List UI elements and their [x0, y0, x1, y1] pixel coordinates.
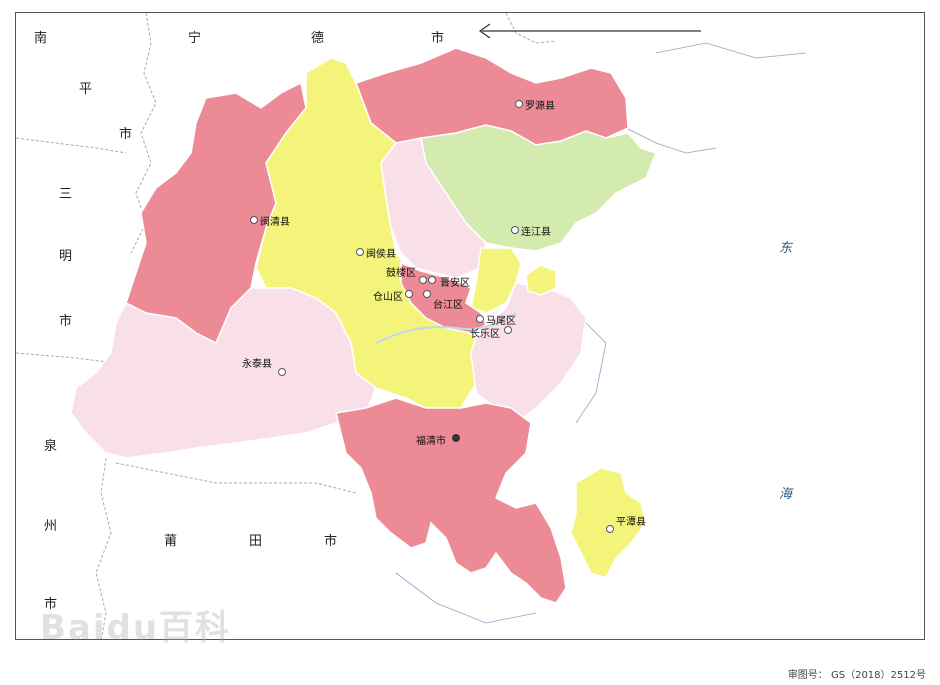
label-nanping-3: 市: [119, 127, 133, 142]
label-ningde-3: 市: [431, 31, 445, 46]
place-gulou: 鼓楼区: [386, 268, 416, 279]
label-sea-2: 海: [779, 487, 793, 502]
seat-marker-cangshan: [405, 290, 413, 298]
place-cangshan: 仓山区: [373, 292, 403, 303]
seat-marker-mawei: [476, 315, 484, 323]
label-quanzhou-1: 泉: [44, 439, 58, 454]
label-nanping-2: 平: [79, 82, 93, 97]
place-taijiang: 台江区: [433, 300, 463, 311]
label-sanming-1: 三: [59, 187, 73, 202]
arrow-icon: [478, 23, 701, 39]
seat-marker-luoyuan: [515, 100, 523, 108]
label-quanzhou-3: 市: [44, 597, 58, 612]
region-mawei-north: [470, 247, 522, 314]
place-mawei: 马尾区: [486, 316, 516, 327]
label-sanming-2: 明: [59, 249, 73, 264]
label-ningde-2: 德: [311, 31, 325, 46]
baidu-watermark: Baidu百科: [40, 608, 232, 648]
region-islet: [525, 264, 557, 296]
label-nanping-1: 南: [34, 31, 48, 46]
seat-marker-jinan: [428, 276, 436, 284]
seat-marker-pingtan: [606, 525, 614, 533]
region-pingtan: [570, 467, 647, 579]
neighbor-boundaries: [16, 13, 557, 639]
label-quanzhou-2: 州: [44, 519, 58, 534]
place-jinan: 晋安区: [440, 278, 470, 289]
place-yongtai: 永泰县: [242, 359, 272, 370]
seat-marker-fuqing: [452, 434, 460, 442]
region-jinan: [380, 137, 487, 279]
river: [375, 312, 517, 344]
place-fuqing: 福清市: [416, 436, 446, 447]
place-pingtan: 平潭县: [616, 517, 646, 528]
label-sea-1: 东: [779, 241, 793, 256]
seat-marker-changle: [504, 326, 512, 334]
seat-marker-minhou: [356, 248, 364, 256]
place-minqing: 闽清县: [260, 217, 290, 228]
place-luoyuan: 罗源县: [525, 101, 555, 112]
coastline: [395, 42, 807, 624]
label-sanming-3: 市: [59, 314, 73, 329]
region-fuqing: [335, 397, 567, 604]
seat-marker-taijiang: [423, 290, 431, 298]
label-ningde-1: 宁: [188, 31, 202, 46]
map-approval-number: 审图号： GS（2018）2512号: [787, 670, 926, 681]
map-frame: 南 平 市 宁 德 市 三 明 市 泉 州 市 莆 田 市 东 海 罗源县 闽清…: [15, 12, 925, 640]
label-putian-3: 市: [324, 534, 338, 549]
label-putian-2: 田: [249, 534, 263, 549]
seat-marker-minqing: [250, 216, 258, 224]
seat-marker-gulou: [419, 276, 427, 284]
seat-marker-lianjiang: [511, 226, 519, 234]
place-lianjiang: 连江县: [521, 227, 551, 238]
place-changle: 长乐区: [470, 329, 500, 340]
seat-marker-yongtai: [278, 368, 286, 376]
place-minhou: 闽侯县: [366, 249, 396, 260]
label-putian-1: 莆: [164, 534, 178, 549]
